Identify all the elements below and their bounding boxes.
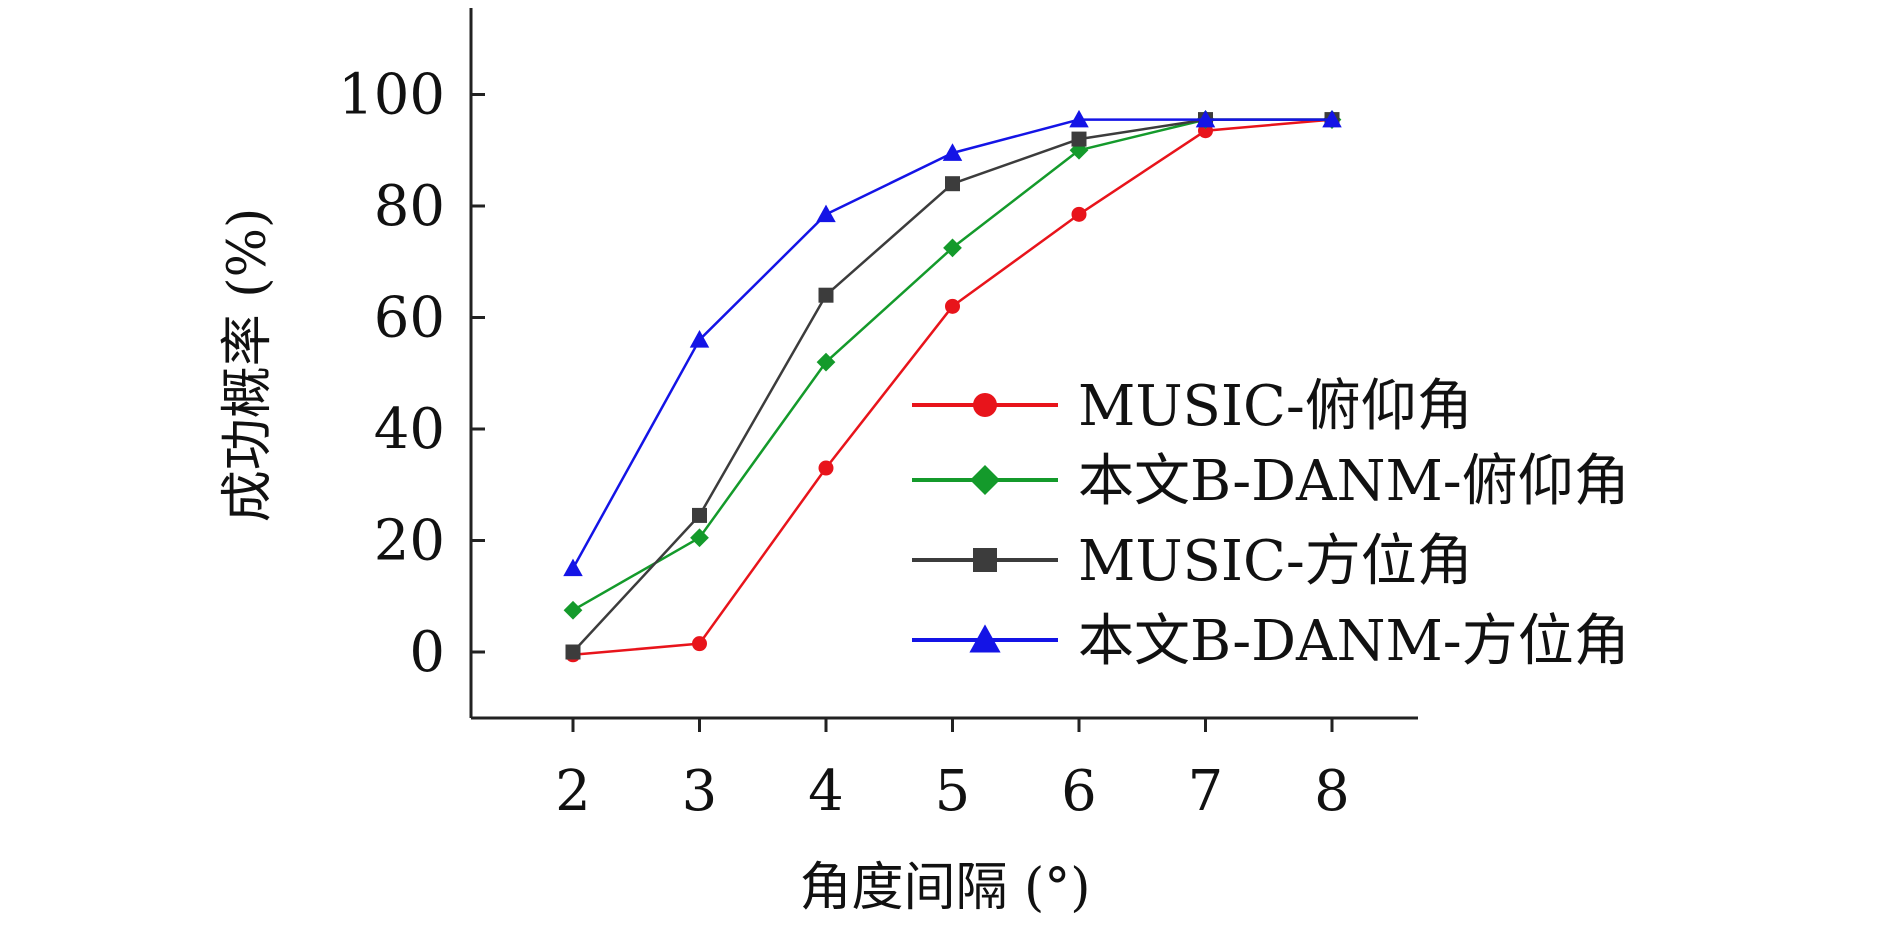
data-point — [565, 644, 581, 660]
data-point — [690, 528, 709, 548]
y-tick-label: 80 — [374, 174, 445, 239]
data-point — [818, 460, 834, 476]
data-point — [943, 238, 962, 258]
series-4 — [563, 109, 1342, 577]
x-tick-label: 3 — [682, 759, 718, 824]
data-point — [563, 558, 583, 577]
y-axis-title: 成功概率 (%) — [218, 208, 278, 523]
y-tick-label: 20 — [374, 509, 445, 574]
data-point — [818, 287, 834, 303]
legend-label: 本文B-DANM-方位角 — [1078, 609, 1630, 674]
legend-item: 本文B-DANM-方位角 — [912, 609, 1630, 674]
legend-swatch-marker — [969, 624, 1001, 653]
legend-swatch-marker — [970, 465, 1000, 495]
legend-label: 本文B-DANM-俯仰角 — [1078, 449, 1630, 514]
legend-item: MUSIC-俯仰角 — [912, 374, 1473, 439]
series-layer — [563, 109, 1342, 663]
data-point — [1322, 109, 1342, 128]
x-tick-label: 4 — [808, 759, 844, 824]
data-point — [689, 330, 710, 348]
x-tick-label: 7 — [1188, 759, 1224, 824]
data-point — [1071, 131, 1087, 147]
data-point — [942, 143, 963, 161]
legend-swatch-marker — [973, 548, 997, 572]
data-point — [1069, 109, 1089, 128]
x-tick-label: 8 — [1314, 759, 1350, 824]
legend-item: MUSIC-方位角 — [912, 529, 1473, 594]
data-point — [1195, 109, 1216, 128]
x-tick-label: 2 — [555, 759, 591, 824]
x-tick-label: 5 — [935, 759, 971, 824]
axes — [469, 8, 1418, 720]
data-point — [692, 636, 707, 652]
legend-swatch-marker — [973, 393, 997, 417]
x-tick-label: 6 — [1061, 759, 1097, 824]
data-point — [816, 352, 836, 372]
x-axis-title: 角度间隔 (°) — [799, 858, 1090, 918]
data-point — [945, 176, 960, 192]
data-point — [1071, 206, 1087, 222]
y-tick-label: 40 — [374, 397, 445, 462]
legend-label: MUSIC-方位角 — [1078, 529, 1473, 594]
data-point — [563, 600, 583, 620]
data-point — [816, 204, 836, 223]
legend-label: MUSIC-俯仰角 — [1078, 374, 1473, 439]
y-tick-label: 100 — [338, 63, 445, 128]
data-point — [692, 507, 707, 523]
y-tick-label: 60 — [374, 286, 445, 351]
data-point — [945, 298, 960, 314]
y-tick-label: 0 — [409, 620, 445, 685]
legend-item: 本文B-DANM-俯仰角 — [912, 449, 1630, 514]
ticks: 0 20 40 60 80 100 2 3 4 5 6 7 8 — [338, 63, 1350, 825]
